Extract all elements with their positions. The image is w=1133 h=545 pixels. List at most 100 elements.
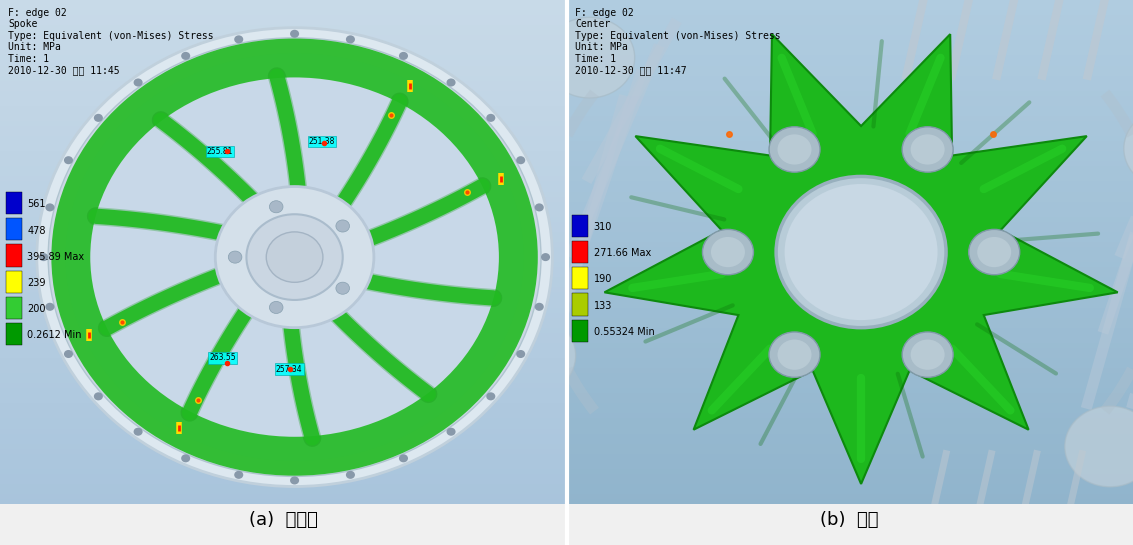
Bar [0,313,566,318]
Text: 200: 200 [27,304,45,314]
Bar [566,469,1133,474]
Bar [566,439,1133,444]
Bar [0,413,566,419]
Bar [566,378,1133,383]
Bar [566,428,1133,434]
Bar [566,338,1133,343]
Bar [0,242,566,247]
Circle shape [517,350,526,358]
Bar [566,181,1133,186]
Bar [0,499,566,504]
Bar [0,464,566,469]
Bar [566,423,1133,428]
Bar [0,277,566,282]
Bar [566,262,1133,267]
Circle shape [346,471,355,479]
Bar [566,51,1133,56]
Circle shape [777,134,811,165]
Bar [0,403,566,408]
Bar [566,388,1133,393]
Circle shape [215,186,374,328]
Bar [566,116,1133,121]
Circle shape [902,127,953,172]
Text: 0.55324 Min: 0.55324 Min [594,327,655,337]
Circle shape [399,52,408,60]
Bar [0,267,566,272]
Bar [0,20,566,25]
Bar [566,353,1133,358]
Bar [566,197,1133,202]
Bar [0,181,566,186]
Circle shape [181,455,190,462]
Text: 271.66 Max: 271.66 Max [594,248,651,258]
Bar [0,479,566,484]
Bar [572,215,588,237]
Bar [566,177,1133,181]
Bar [0,459,566,464]
Bar [566,56,1133,60]
Bar [6,218,22,240]
Bar [0,292,566,298]
Bar [566,191,1133,197]
Bar [0,237,566,242]
Bar [566,86,1133,90]
Circle shape [94,392,103,401]
Text: 251.38: 251.38 [308,137,335,146]
Bar [0,5,566,10]
Bar [566,25,1133,30]
Bar [0,186,566,191]
Bar [566,237,1133,242]
Bar [0,227,566,232]
Bar [6,192,22,214]
Bar [566,287,1133,292]
Bar [0,101,566,106]
Bar [6,244,22,267]
Circle shape [399,455,408,462]
Bar [566,444,1133,449]
Bar [566,419,1133,423]
Bar [0,383,566,388]
Bar [566,302,1133,307]
Bar [0,60,566,65]
Bar [0,126,566,131]
Circle shape [235,35,244,44]
Bar [0,141,566,146]
Bar [0,171,566,177]
Bar [0,323,566,328]
Circle shape [48,38,542,476]
Bar [0,373,566,378]
Bar [0,86,566,90]
Circle shape [63,156,73,164]
Circle shape [229,251,242,263]
Text: (a)  스포크: (a) 스포크 [249,511,317,530]
Circle shape [769,127,820,172]
Bar [0,272,566,277]
Circle shape [235,471,244,479]
Bar [566,318,1133,323]
Bar [566,106,1133,111]
Bar [0,35,566,40]
Bar [0,151,566,156]
Bar [566,373,1133,378]
Circle shape [134,428,143,436]
Text: 478: 478 [27,226,45,235]
Bar [0,197,566,202]
Bar [566,474,1133,479]
Bar [6,323,22,346]
Text: 263.55: 263.55 [210,354,236,362]
Bar [0,156,566,161]
Bar [0,469,566,474]
Bar [0,393,566,398]
Bar [0,106,566,111]
Bar [566,393,1133,398]
Bar [566,45,1133,50]
Circle shape [45,303,54,311]
Bar [566,298,1133,302]
Bar [0,489,566,494]
Text: 190: 190 [594,274,612,284]
Bar [0,282,566,287]
Bar [0,207,566,211]
Bar [566,403,1133,408]
Bar [0,363,566,368]
Bar [0,358,566,363]
